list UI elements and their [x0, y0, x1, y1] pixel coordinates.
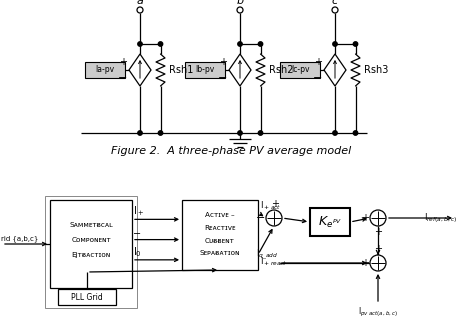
Circle shape [158, 42, 163, 46]
Text: −: − [118, 73, 127, 83]
Text: Cᴏᴍᴘᴏɴᴇɴᴛ: Cᴏᴍᴘᴏɴᴇɴᴛ [71, 237, 111, 243]
Text: K$_{e^{PV}}$: K$_{e^{PV}}$ [318, 214, 342, 230]
Bar [58, 289, 116, 305]
Text: Rᴇᴀᴄᴛɪᴠᴇ: Rᴇᴀᴄᴛɪᴠᴇ [204, 225, 236, 231]
Text: Aᴄᴛɪᴠᴇ –: Aᴄᴛɪᴠᴇ – [205, 212, 235, 218]
Text: a: a [137, 0, 143, 6]
Text: c: c [332, 0, 338, 6]
Text: Rsh2: Rsh2 [269, 65, 293, 75]
Circle shape [353, 131, 358, 135]
Circle shape [158, 131, 163, 135]
Text: PLL Grid: PLL Grid [71, 293, 103, 301]
Text: −: − [133, 229, 141, 238]
Text: Sᴀᴍᴍᴇᴛᴃᴄᴀʟ: Sᴀᴍᴍᴇᴛᴃᴄᴀʟ [69, 222, 113, 228]
Text: I$_0$: I$_0$ [133, 245, 142, 259]
Circle shape [370, 255, 386, 271]
Text: +: + [314, 57, 322, 67]
Text: −: − [255, 213, 265, 223]
Circle shape [333, 42, 337, 46]
Circle shape [138, 42, 142, 46]
Text: +: + [374, 227, 382, 237]
Bar [45, 196, 137, 308]
Circle shape [137, 7, 143, 13]
Circle shape [238, 42, 242, 46]
Bar [280, 62, 320, 78]
Text: Sᴇᴘᴀᴃᴀᴛɪᴏɴ: Sᴇᴘᴀᴃᴀᴛɪᴏɴ [200, 250, 240, 256]
Text: Ib-pv: Ib-pv [195, 66, 215, 74]
Text: +: + [119, 57, 127, 67]
Text: Figure 2.  A three-phase PV average model: Figure 2. A three-phase PV average model [111, 146, 351, 156]
Circle shape [138, 131, 142, 135]
Text: +: + [374, 244, 382, 254]
Text: Eϳᴛᴃᴀᴄᴛɪᴏɴ: Eϳᴛᴃᴀᴄᴛɪᴏɴ [71, 252, 110, 258]
Text: Rsh3: Rsh3 [364, 65, 389, 75]
Text: Ic-pv: Ic-pv [291, 66, 309, 74]
Circle shape [258, 131, 263, 135]
Text: Cᴜᴃᴃᴇɴᴛ: Cᴜᴃᴃᴇɴᴛ [205, 238, 235, 244]
Bar [310, 208, 350, 236]
Bar [185, 62, 225, 78]
Text: Rsh1: Rsh1 [169, 65, 194, 75]
Text: +: + [271, 199, 279, 209]
Bar [85, 62, 125, 78]
Text: I$_+$$_{react}$: I$_+$$_{react}$ [260, 256, 287, 268]
Bar [182, 200, 258, 270]
Circle shape [266, 210, 282, 226]
Circle shape [370, 210, 386, 226]
Text: +: + [219, 57, 227, 67]
Text: I$_{q\_add}$: I$_{q\_add}$ [256, 247, 278, 262]
Circle shape [258, 42, 263, 46]
Text: rid {a,b,c}: rid {a,b,c} [1, 235, 38, 242]
Circle shape [238, 131, 242, 135]
Circle shape [353, 42, 358, 46]
Text: −: − [218, 73, 227, 83]
Circle shape [237, 7, 243, 13]
Text: +: + [361, 258, 369, 268]
Text: I$_{ref(a,b,c)}$: I$_{ref(a,b,c)}$ [424, 211, 457, 225]
Text: I$_+$: I$_+$ [133, 204, 144, 218]
Text: −: − [313, 73, 322, 83]
Text: I$_{pv\ act(a,b,c)}$: I$_{pv\ act(a,b,c)}$ [358, 306, 398, 318]
Circle shape [332, 7, 338, 13]
Text: I$_+$$_{act}$: I$_+$$_{act}$ [260, 199, 281, 211]
Text: +: + [361, 213, 369, 223]
Text: b: b [237, 0, 243, 6]
Text: Ia-pv: Ia-pv [96, 66, 115, 74]
Bar [50, 200, 132, 288]
Circle shape [333, 131, 337, 135]
